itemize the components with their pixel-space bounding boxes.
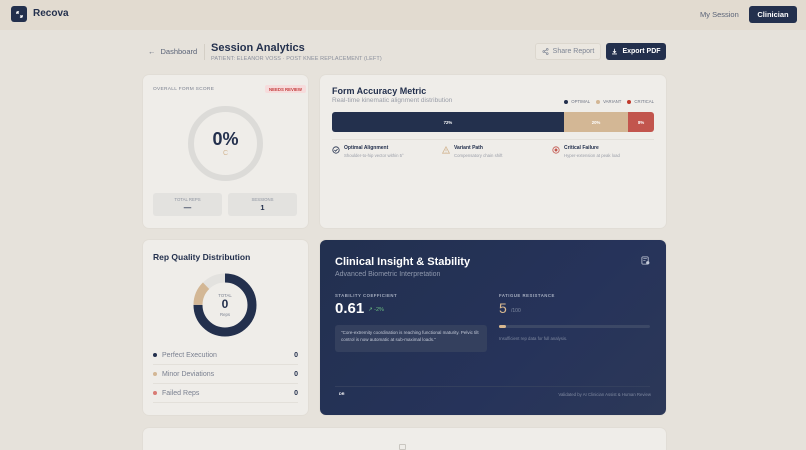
bottom-card xyxy=(143,428,666,450)
critical-failure-item: Critical Failure Hyper-extension at peak… xyxy=(552,145,620,158)
rep-quality-donut-chart xyxy=(193,273,257,337)
optimal-alignment-item: Optimal Alignment Shoulder-to-hip vector… xyxy=(332,145,404,158)
rep-quality-card: Rep Quality Distribution TOTAL 0 Reps Pe… xyxy=(143,240,308,415)
optimal-alignment-title: Optimal Alignment xyxy=(344,145,389,151)
perfect-value: 0 xyxy=(294,351,298,359)
minor-dot-icon xyxy=(153,372,157,376)
clinical-title: Clinical Insight & Stability xyxy=(335,256,471,268)
variant-path-desc: Compensatory chain shift xyxy=(454,153,503,158)
check-circle-icon xyxy=(332,146,340,154)
brand-name: Recova xyxy=(33,8,69,19)
score-percent: 0% xyxy=(212,129,239,149)
logo[interactable] xyxy=(11,6,27,22)
clinical-insight-card: Clinical Insight & Stability Advanced Bi… xyxy=(320,240,666,415)
header-divider xyxy=(204,44,205,60)
nav-clinician[interactable]: Clinician xyxy=(749,6,797,23)
form-score-label: OVERALL FORM SCORE xyxy=(153,87,215,92)
perfect-label: Perfect Execution xyxy=(162,351,217,359)
score-ring: 0% C xyxy=(188,106,263,181)
nav-my-session[interactable]: My Session xyxy=(700,10,739,19)
alert-circle-icon xyxy=(552,146,560,154)
rep-row-minor: Minor Deviations 0 xyxy=(153,365,298,384)
accuracy-divider xyxy=(332,139,654,140)
warning-triangle-icon xyxy=(442,146,450,154)
top-bar: Recova My Session Clinician xyxy=(0,0,806,30)
failed-value: 0 xyxy=(294,389,298,397)
fatigue-progress-fill xyxy=(499,325,506,328)
download-icon xyxy=(612,48,618,55)
legend-optimal: OPTIMAL xyxy=(564,99,590,104)
donut-center: TOTAL 0 Reps xyxy=(193,273,257,337)
optimal-alignment-desc: Shoulder-to-hip vector within 5° xyxy=(344,153,404,158)
validation-text: Validated by AI Clinician Assist & Human… xyxy=(558,392,651,397)
clinical-report-icon[interactable] xyxy=(641,256,650,265)
share-icon xyxy=(542,48,549,55)
variant-path-title: Variant Path xyxy=(454,145,483,151)
fatigue-label: FATIGUE RESISTANCE xyxy=(499,293,555,298)
failed-dot-icon xyxy=(153,391,157,395)
back-label: Dashboard xyxy=(160,47,198,56)
expand-arrows-icon xyxy=(15,10,23,18)
stability-label: STABILITY COEFFICIENT xyxy=(335,293,398,298)
sessions-value: 1 xyxy=(260,203,265,212)
variant-path-item: Variant Path Compensatory chain shift xyxy=(442,145,502,158)
accuracy-stacked-bar: 72% 20% 8% xyxy=(332,112,654,132)
minor-value: 0 xyxy=(294,370,298,378)
accuracy-subtitle: Real-time kinematic alignment distributi… xyxy=(332,97,453,104)
legend-critical: CRITICAL xyxy=(627,99,654,104)
clinical-quote: "Core-extremity coordination is reaching… xyxy=(335,325,487,352)
rep-row-failed: Failed Reps 0 xyxy=(153,384,298,403)
export-label: Export PDF xyxy=(622,48,661,55)
accuracy-legend: OPTIMAL VARIANT CRITICAL xyxy=(564,99,654,104)
rep-quality-title: Rep Quality Distribution xyxy=(153,252,251,262)
clipboard-icon xyxy=(399,444,406,450)
failed-label: Failed Reps xyxy=(162,389,200,397)
clinical-divider xyxy=(335,386,650,387)
perfect-dot-icon xyxy=(153,353,157,357)
bar-segment-optimal[interactable]: 72% xyxy=(332,112,564,132)
total-reps-label: TOTAL REPS xyxy=(174,197,201,202)
fatigue-value: 5 xyxy=(499,300,507,316)
rep-row-perfect: Perfect Execution 0 xyxy=(153,346,298,365)
score-grade: C xyxy=(222,150,229,157)
donut-total-value: 0 xyxy=(221,297,229,312)
critical-failure-title: Critical Failure xyxy=(564,145,599,151)
share-report-button[interactable]: Share Report xyxy=(535,43,601,60)
donut-total-label: TOTAL xyxy=(218,293,232,299)
arrow-left-icon: ← xyxy=(148,47,156,56)
legend-variant: VARIANT xyxy=(596,99,621,104)
export-pdf-button[interactable]: Export PDF xyxy=(606,43,666,60)
form-accuracy-card: Form Accuracy Metric Real-time kinematic… xyxy=(320,75,666,228)
patient-subtitle: PATIENT: ELEANOR VOSS · POST KNEE REPLAC… xyxy=(211,56,382,62)
sessions-label: SESSIONS xyxy=(251,197,274,202)
critical-failure-desc: Hyper-extension at peak load xyxy=(564,153,620,158)
total-reps-value: — xyxy=(183,203,192,212)
fatigue-progress-bar xyxy=(499,325,650,328)
stability-delta: ↗ -2% xyxy=(368,307,384,313)
total-reps-stat: TOTAL REPS — xyxy=(153,193,222,216)
clinical-subtitle: Advanced Biometric Interpretation xyxy=(335,271,441,278)
accuracy-title: Form Accuracy Metric xyxy=(332,86,427,96)
stability-value: 0.61 xyxy=(335,300,365,317)
back-to-dashboard-link[interactable]: ← Dashboard xyxy=(148,47,197,56)
donut-total-unit: Reps xyxy=(219,311,231,317)
trend-icon: ↗ xyxy=(368,307,373,313)
fatigue-note: Insufficient rep data for full analysis. xyxy=(499,336,568,341)
minor-label: Minor Deviations xyxy=(162,370,215,378)
share-label: Share Report xyxy=(552,48,595,55)
bar-segment-critical[interactable]: 8% xyxy=(628,112,654,132)
status-badge: NEEDS REVIEW xyxy=(265,85,306,93)
fatigue-max: /100 xyxy=(511,308,521,314)
page-title: Session Analytics xyxy=(211,42,305,54)
reviewer-badge: DR xyxy=(339,392,345,396)
bar-segment-variant[interactable]: 20% xyxy=(563,112,629,132)
form-score-card: OVERALL FORM SCORE NEEDS REVIEW 0% C TOT… xyxy=(143,75,308,228)
sessions-stat: SESSIONS 1 xyxy=(228,193,297,216)
